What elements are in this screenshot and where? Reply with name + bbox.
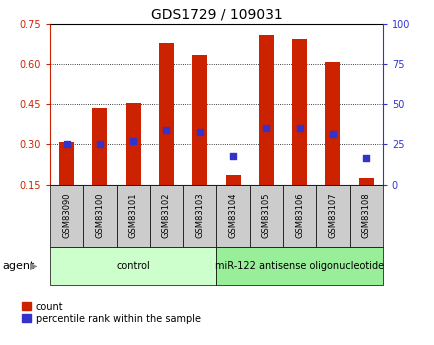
Bar	[92, 108, 107, 185]
Point	[196, 130, 203, 135]
Bar	[349, 185, 382, 247]
Bar	[249, 185, 283, 247]
Point	[129, 138, 136, 144]
Point	[362, 156, 369, 161]
Text: GSM83107: GSM83107	[328, 193, 337, 238]
Point	[329, 131, 335, 137]
Point	[163, 127, 170, 132]
Bar	[292, 39, 306, 185]
Bar	[125, 103, 140, 185]
Bar	[116, 185, 149, 247]
Text: GSM83102: GSM83102	[161, 193, 171, 238]
Text: GSM83100: GSM83100	[95, 193, 104, 238]
Bar	[216, 185, 249, 247]
Bar	[325, 61, 339, 185]
Point	[229, 153, 236, 158]
Bar	[283, 185, 316, 247]
Bar	[50, 185, 83, 247]
Bar	[258, 35, 273, 185]
Text: ▶: ▶	[30, 261, 37, 270]
Text: GSM83101: GSM83101	[128, 193, 138, 238]
Text: GSM83103: GSM83103	[195, 193, 204, 238]
Point	[296, 126, 302, 131]
Legend: count, percentile rank within the sample: count, percentile rank within the sample	[22, 302, 201, 324]
Title: GDS1729 / 109031: GDS1729 / 109031	[150, 8, 282, 22]
Bar	[83, 185, 116, 247]
Bar	[183, 185, 216, 247]
Text: GSM83090: GSM83090	[62, 193, 71, 238]
Bar	[358, 178, 373, 185]
Text: GSM83108: GSM83108	[361, 193, 370, 238]
Point	[96, 141, 103, 147]
Bar	[192, 55, 207, 185]
Bar	[216, 247, 382, 285]
Text: agent: agent	[2, 261, 34, 270]
Text: GSM83106: GSM83106	[294, 193, 303, 238]
Text: GSM83104: GSM83104	[228, 193, 237, 238]
Point	[63, 141, 70, 147]
Text: miR-122 antisense oligonucleotide: miR-122 antisense oligonucleotide	[214, 261, 383, 270]
Point	[262, 126, 269, 131]
Bar	[225, 175, 240, 185]
Bar	[59, 142, 74, 185]
Text: control: control	[116, 261, 150, 270]
Bar	[50, 247, 216, 285]
Bar	[149, 185, 183, 247]
Text: GSM83105: GSM83105	[261, 193, 270, 238]
Bar	[159, 43, 174, 185]
Bar	[316, 185, 349, 247]
